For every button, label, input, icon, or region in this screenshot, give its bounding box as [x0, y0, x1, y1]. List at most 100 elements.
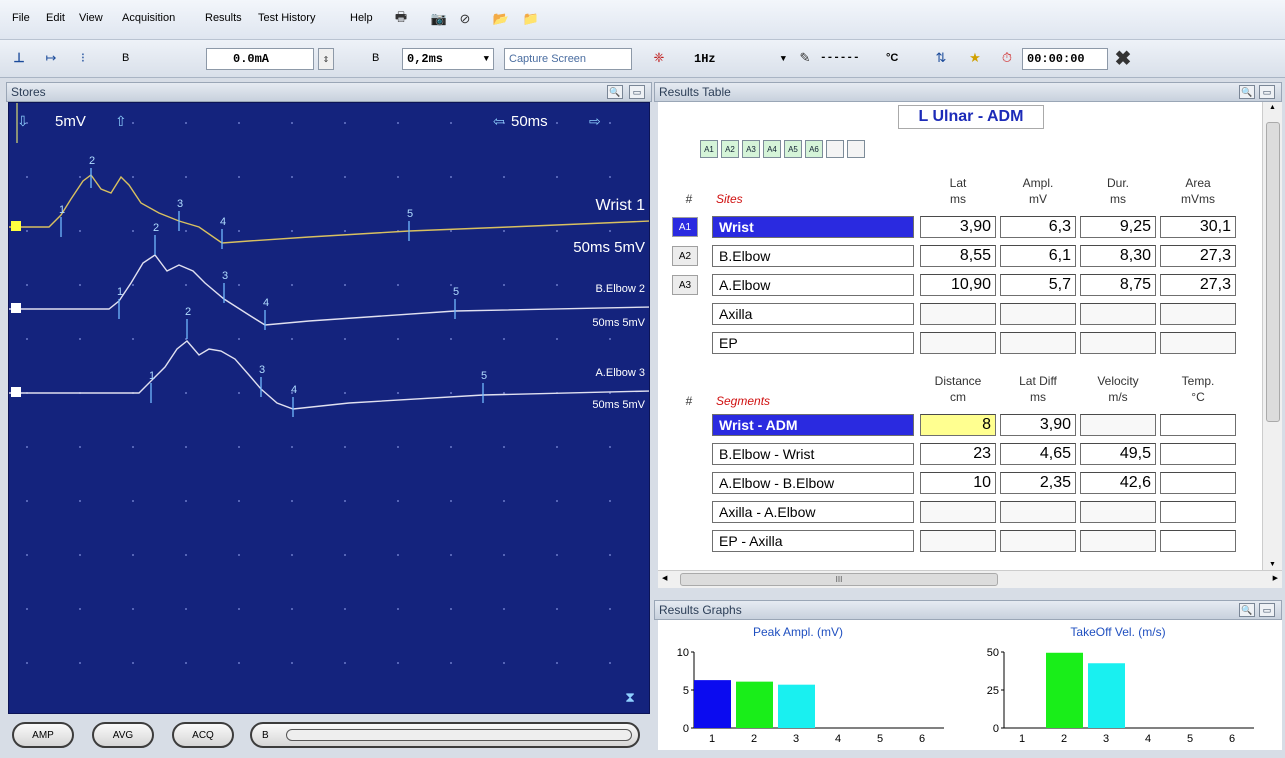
- site-area-cell[interactable]: [1160, 303, 1236, 325]
- segment-name-2[interactable]: B.Elbow - Wrist: [712, 443, 914, 465]
- marker-icon[interactable]: ⁝: [80, 50, 86, 65]
- segment-vel-cell[interactable]: [1080, 530, 1156, 552]
- site-name-1[interactable]: Wrist: [712, 216, 914, 238]
- restore-icon[interactable]: ▭: [1259, 603, 1275, 617]
- acq-button[interactable]: ACQ: [172, 722, 234, 748]
- site-button-a2[interactable]: A2: [672, 246, 698, 266]
- menu-help[interactable]: Help: [350, 12, 373, 24]
- a-button-4[interactable]: A4: [763, 140, 781, 158]
- segment-temp-cell[interactable]: [1160, 443, 1236, 465]
- zoom-icon[interactable]: 🔍: [1239, 603, 1255, 617]
- scroll-right-icon[interactable]: ▶: [1272, 575, 1278, 582]
- trace-2-handle[interactable]: [11, 303, 21, 313]
- segment-temp-cell[interactable]: [1160, 530, 1236, 552]
- segment-vel-cell[interactable]: [1080, 501, 1156, 523]
- segment-temp-cell[interactable]: [1160, 501, 1236, 523]
- menu-view[interactable]: View: [79, 12, 103, 24]
- segment-name-4[interactable]: Axilla - A.Elbow: [712, 501, 914, 523]
- gain-decrease-icon[interactable]: ⇩: [17, 113, 29, 129]
- results-vertical-scrollbar[interactable]: ▲ ▼: [1262, 102, 1282, 570]
- sort-icon[interactable]: ⇅: [935, 50, 947, 65]
- menu-results[interactable]: Results: [205, 12, 242, 24]
- segment-dist-cell[interactable]: [920, 530, 996, 552]
- segment-temp-cell[interactable]: [1160, 414, 1236, 436]
- scroll-up-icon[interactable]: ▲: [1269, 104, 1276, 111]
- segment-latdiff-cell[interactable]: 3,90: [1000, 414, 1076, 436]
- trace-3-handle[interactable]: [11, 387, 21, 397]
- duration-select[interactable]: 0,2ms ▼: [402, 48, 494, 70]
- amp-button[interactable]: AMP: [12, 722, 74, 748]
- vertical-scroll-thumb[interactable]: [1266, 122, 1280, 422]
- site-ampl-cell[interactable]: 5,7: [1000, 274, 1076, 296]
- restore-icon[interactable]: ▭: [629, 85, 645, 99]
- site-dur-cell[interactable]: 8,75: [1080, 274, 1156, 296]
- stimulator-icon[interactable]: ❈: [653, 50, 665, 65]
- open-folder-icon[interactable]: 📂: [492, 11, 510, 26]
- segment-name-1[interactable]: Wrist - ADM: [712, 414, 914, 436]
- zoom-icon[interactable]: 🔍: [607, 85, 623, 99]
- scroll-down-icon[interactable]: ▼: [1269, 561, 1276, 568]
- results-horizontal-scrollbar[interactable]: ◀ III ▶: [658, 570, 1282, 588]
- segment-name-3[interactable]: A.Elbow - B.Elbow: [712, 472, 914, 494]
- vertical-scale-icon[interactable]: ⊥: [13, 50, 25, 65]
- site-area-cell[interactable]: 27,3: [1160, 274, 1236, 296]
- trace-1-handle[interactable]: [11, 221, 21, 231]
- site-dur-cell[interactable]: [1080, 332, 1156, 354]
- menu-edit[interactable]: Edit: [46, 12, 65, 24]
- segment-latdiff-cell[interactable]: [1000, 530, 1076, 552]
- stores-waveform-view[interactable]: 1 2 3 4 5 1 2 3 4 5 1 2 3 4 5 5mV 50ms ⇩ ⇧ ⇦ ⇨ Wrist 1…: [8, 102, 650, 714]
- zoom-icon[interactable]: 🔍: [1239, 85, 1255, 99]
- site-dur-cell[interactable]: 8,30: [1080, 245, 1156, 267]
- segment-temp-cell[interactable]: [1160, 472, 1236, 494]
- current-field[interactable]: 0.0mA: [206, 48, 314, 70]
- segment-dist-cell[interactable]: 23: [920, 443, 996, 465]
- site-ampl-cell[interactable]: [1000, 303, 1076, 325]
- site-area-cell[interactable]: 30,1: [1160, 216, 1236, 238]
- a-button-1[interactable]: A1: [700, 140, 718, 158]
- close-icon[interactable]: ✖: [1114, 47, 1132, 70]
- site-ampl-cell[interactable]: 6,3: [1000, 216, 1076, 238]
- site-lat-cell[interactable]: 3,90: [920, 216, 996, 238]
- capture-screen-button[interactable]: Capture Screen: [504, 48, 632, 70]
- segment-dist-cell[interactable]: 10: [920, 472, 996, 494]
- menu-test-history[interactable]: Test History: [258, 12, 316, 24]
- site-lat-cell[interactable]: [920, 303, 996, 325]
- site-dur-cell[interactable]: [1080, 303, 1156, 325]
- segment-name-5[interactable]: EP - Axilla: [712, 530, 914, 552]
- rate-select[interactable]: 1Hz ▼: [690, 48, 790, 70]
- site-lat-cell[interactable]: 8,55: [920, 245, 996, 267]
- highlight-icon[interactable]: ★: [969, 50, 981, 65]
- site-lat-cell[interactable]: 10,90: [920, 274, 996, 296]
- site-dur-cell[interactable]: 9,25: [1080, 216, 1156, 238]
- sweep-decrease-icon[interactable]: ⇦: [493, 113, 505, 129]
- site-button-a1[interactable]: A1: [672, 217, 698, 237]
- scroll-left-icon[interactable]: ◀: [662, 575, 668, 582]
- segment-vel-cell[interactable]: 49,5: [1080, 443, 1156, 465]
- current-stepper[interactable]: ⇕: [318, 48, 334, 70]
- menu-acquisition[interactable]: Acquisition: [122, 12, 176, 24]
- site-ampl-cell[interactable]: [1000, 332, 1076, 354]
- site-name-3[interactable]: A.Elbow: [712, 274, 914, 296]
- site-name-5[interactable]: EP: [712, 332, 914, 354]
- segment-latdiff-cell[interactable]: [1000, 501, 1076, 523]
- segment-latdiff-cell[interactable]: 2,35: [1000, 472, 1076, 494]
- a-button-3[interactable]: A3: [742, 140, 760, 158]
- segment-dist-cell[interactable]: [920, 501, 996, 523]
- horizontal-scale-icon[interactable]: ↦: [45, 50, 57, 65]
- timer-icon[interactable]: ⏱: [1001, 50, 1013, 65]
- site-name-2[interactable]: B.Elbow: [712, 245, 914, 267]
- horizontal-scroll-thumb[interactable]: III: [680, 573, 998, 586]
- a-button-2[interactable]: A2: [721, 140, 739, 158]
- segment-vel-cell[interactable]: 42,6: [1080, 472, 1156, 494]
- sweep-increase-icon[interactable]: ⇨: [589, 113, 601, 129]
- site-area-cell[interactable]: [1160, 332, 1236, 354]
- a-button-6[interactable]: A6: [805, 140, 823, 158]
- a-button-8[interactable]: [847, 140, 865, 158]
- a-button-7[interactable]: [826, 140, 844, 158]
- segment-dist-cell[interactable]: 8: [920, 414, 996, 436]
- site-lat-cell[interactable]: [920, 332, 996, 354]
- a-button-5[interactable]: A5: [784, 140, 802, 158]
- b-slider-track[interactable]: [286, 729, 632, 741]
- site-button-a3[interactable]: A3: [672, 275, 698, 295]
- site-ampl-cell[interactable]: 6,1: [1000, 245, 1076, 267]
